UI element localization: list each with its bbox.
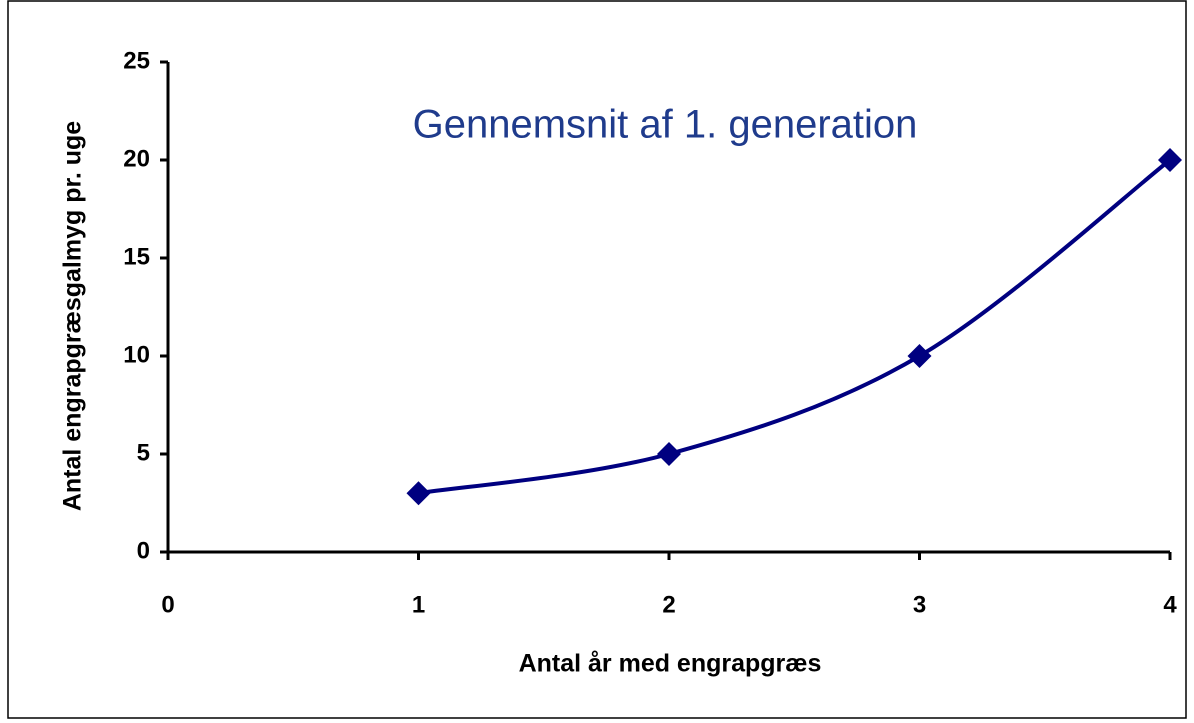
marker	[907, 344, 932, 368]
y-tick-label: 10	[123, 341, 150, 368]
y-tick-label: 0	[137, 537, 150, 564]
y-axis-title: Antal engrapgræsgalmyg pr. uge	[59, 121, 87, 511]
x-tick-label: 1	[412, 591, 425, 618]
x-axis-title: Antal år med engrapgræs	[519, 650, 822, 678]
series-line	[418, 158, 1172, 496]
y-tick-label: 15	[123, 243, 150, 270]
x-tick-label: 2	[662, 591, 675, 618]
chart-title: Gennemsnit af 1. generation	[413, 103, 918, 147]
y-tick-label: 20	[123, 145, 150, 172]
marker	[406, 481, 431, 506]
y-tick-label: 25	[123, 47, 150, 74]
x-tick-label: 4	[1163, 591, 1177, 618]
y-tick-label: 5	[137, 439, 150, 466]
marker	[657, 442, 681, 466]
marker	[1158, 148, 1182, 172]
x-tick-label: 3	[913, 591, 926, 618]
chart-frame	[7, 0, 1187, 719]
x-tick-label: 0	[161, 591, 174, 618]
